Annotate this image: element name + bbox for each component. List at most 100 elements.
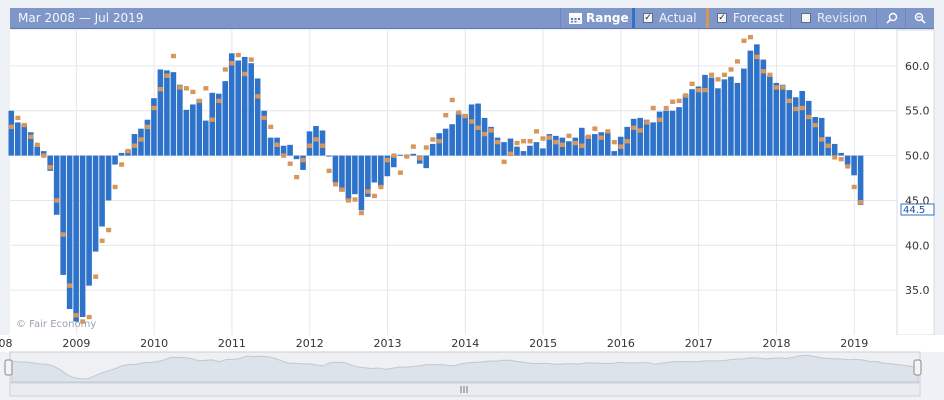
forecast-marker [21,122,27,128]
forecast-marker [572,140,578,146]
actual-bar [812,117,818,156]
actual-bar [222,81,229,156]
forecast-marker [722,72,728,78]
actual-bar [747,50,754,156]
forecast-marker [812,122,818,128]
x-tick-label: 2019 [840,337,868,350]
actual-bar [533,142,540,156]
forecast-marker [86,314,92,320]
forecast-marker [709,72,715,78]
actual-bar [630,118,637,156]
actual-bar [306,131,313,156]
actual-bar [352,155,358,195]
forecast-marker [734,59,740,64]
forecast-marker [637,128,643,133]
forecast-marker [80,319,86,324]
actual-bar [254,78,261,156]
forecast-marker [209,117,215,122]
navigator-right-handle[interactable] [913,359,922,376]
scrollbar[interactable] [9,382,921,397]
forecast-marker [119,162,125,167]
x-tick-label: 2008 [0,337,13,350]
forecast-marker [508,151,514,156]
actual-bar [779,84,786,156]
actual-bar [371,155,378,183]
forecast-marker [151,105,157,111]
forecast-marker [15,115,21,121]
actual-bar [611,151,618,156]
forecast-marker [384,157,390,163]
forecast-marker [164,73,170,78]
x-tick-label: 2012 [296,337,324,350]
forecast-marker [41,153,47,158]
zoom-in-button[interactable] [876,8,905,28]
last-value-badge [900,203,935,216]
y-tick-label: 55.0 [905,105,930,118]
forecast-marker [696,87,702,93]
navigator-left-handle[interactable] [4,359,13,376]
x-tick-label: 2014 [451,337,479,350]
revision-checkbox[interactable] [801,13,811,23]
scrollbar-track[interactable] [9,382,921,397]
forecast-marker [196,98,202,104]
actual-bar [429,143,436,156]
actual-bar [844,155,851,166]
forecast-marker [313,137,319,142]
actual-bar [637,117,643,156]
actual-bar [86,155,92,286]
forecast-toggle[interactable]: ✓ Forecast [706,8,790,28]
forecast-marker [786,98,792,104]
x-tick-labels: 2008 2009 2010 2011 2012 2013 2014 2015 2016 2017… [0,337,868,350]
revision-toggle[interactable]: Revision [790,8,876,28]
actual-bar [73,155,79,322]
range-button[interactable]: Range [560,8,632,28]
forecast-marker [423,145,429,150]
forecast-marker [436,139,442,144]
last-value-label: 44.5 [903,205,925,216]
navigator[interactable] [4,351,922,383]
forecast-checkbox[interactable]: ✓ [717,13,727,23]
forecast-marker [430,137,436,142]
watermark: © Fair Economy [16,319,97,330]
actual-bar [241,56,248,156]
actual-bar [390,155,397,168]
actual-bar [319,130,326,156]
actual-checkbox[interactable]: ✓ [643,13,653,23]
forecast-marker [527,139,533,144]
forecast-marker [462,113,468,119]
forecast-marker [825,143,831,148]
actual-bar [365,155,371,197]
actual-bar [540,148,546,156]
forecast-marker [358,210,364,216]
forecast-marker [326,168,332,174]
forecast-marker [780,85,786,90]
actual-bar [215,93,222,156]
actual-bar [598,132,605,156]
actual-bar [546,134,553,156]
forecast-marker [371,193,377,199]
forecast-marker [47,165,53,170]
actual-bar [436,133,442,156]
actual-bar [591,134,598,156]
actual-toggle[interactable]: ✓ Actual [632,8,706,28]
forecast-marker [670,99,676,104]
forecast-marker [858,200,864,205]
actual-bar [455,112,462,156]
zoom-out-button[interactable] [905,8,934,28]
actual-bar [734,82,741,156]
actual-bar [267,137,274,156]
actual-bar [857,155,864,205]
forecast-marker [391,153,397,158]
forecast-marker [631,125,637,130]
x-tick-label: 2018 [762,337,790,350]
forecast-marker [145,124,151,130]
forecast-marker [339,187,345,192]
forecast-marker [832,155,838,160]
actual-bar [293,155,300,160]
forecast-marker [611,139,617,145]
actual-bar [27,132,34,156]
actual-bar [410,153,417,156]
actual-bar [34,146,41,156]
actual-bar [682,94,689,156]
forecast-marker [158,87,164,92]
